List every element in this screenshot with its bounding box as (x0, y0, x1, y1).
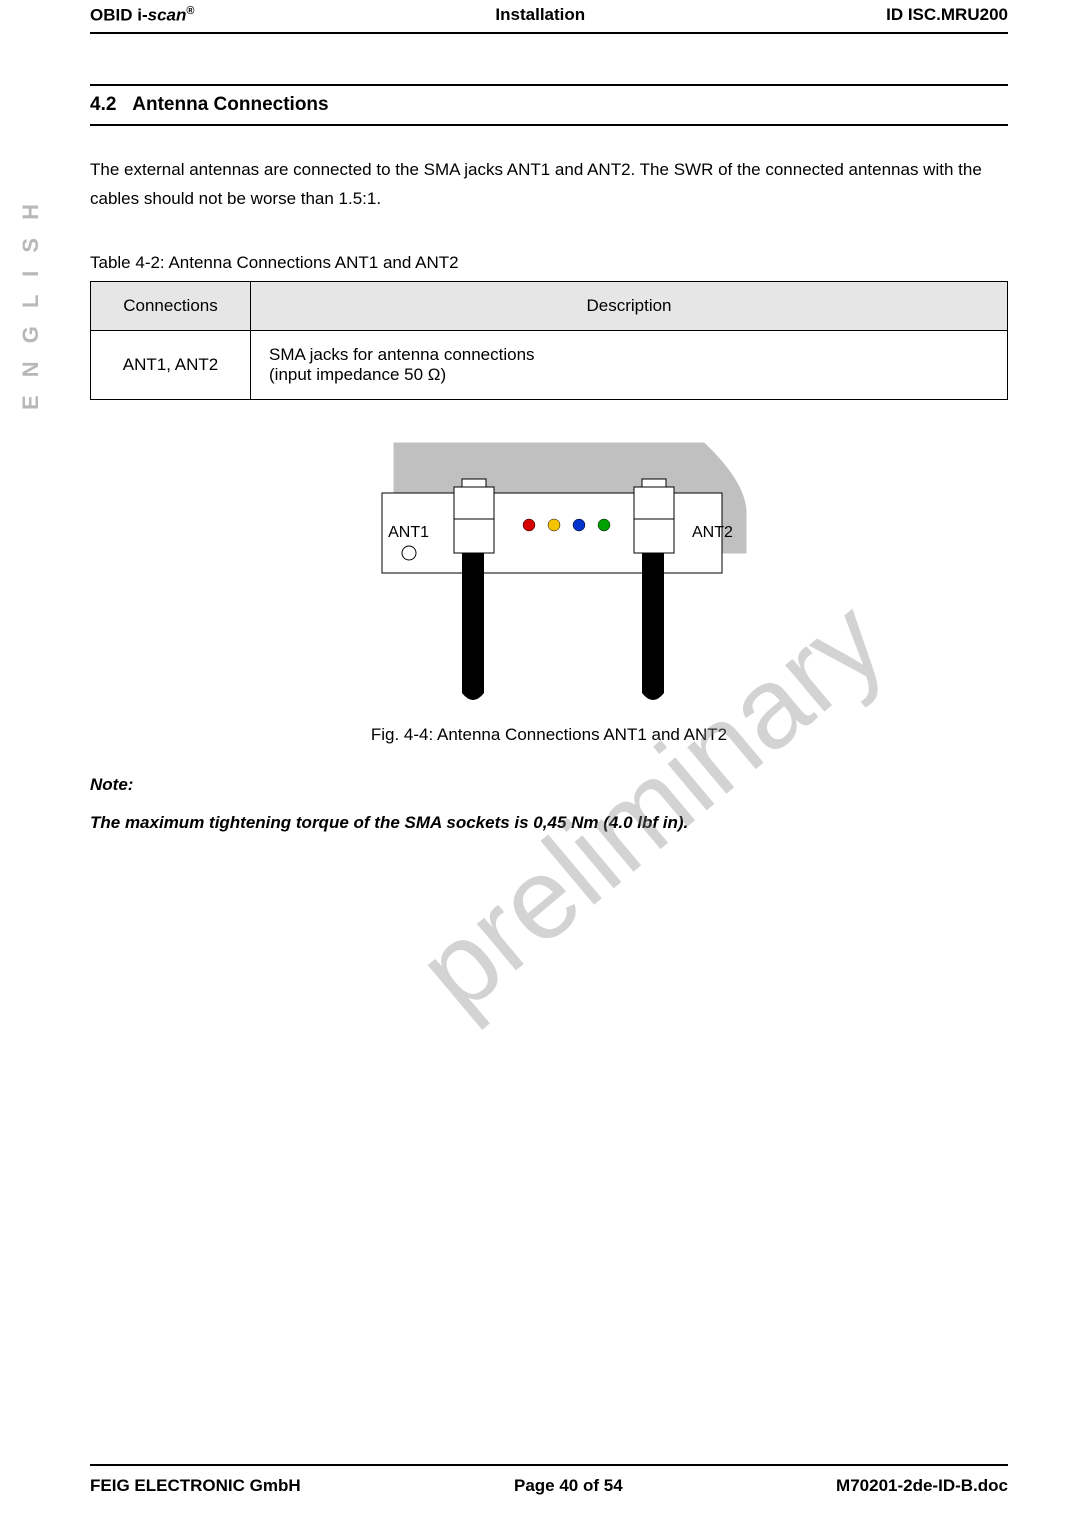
footer-left: FEIG ELECTRONIC GmbH (90, 1476, 301, 1496)
label-ant1: ANT1 (388, 524, 429, 541)
connector-ant1 (454, 479, 494, 700)
figure-caption: Fig. 4-4: Antenna Connections ANT1 and A… (90, 725, 1008, 745)
language-side-label: E N G L I S H (18, 198, 44, 410)
led-2 (548, 519, 560, 531)
header-center: Installation (495, 5, 585, 26)
desc-line2: (input impedance 50 Ω) (269, 365, 989, 385)
page-header: OBID i-scan® Installation ID ISC.MRU200 (90, 0, 1008, 34)
label-ant2: ANT2 (692, 524, 733, 541)
connections-table: Connections Description ANT1, ANT2 SMA j… (90, 281, 1008, 400)
led-3 (573, 519, 585, 531)
header-left: OBID i-scan® (90, 5, 194, 26)
footer-right: M70201-2de-ID-B.doc (836, 1476, 1008, 1496)
header-right: ID ISC.MRU200 (886, 5, 1008, 26)
connector-ant2 (634, 479, 674, 700)
table-header-description: Description (251, 282, 1008, 331)
page-footer: FEIG ELECTRONIC GmbH Page 40 of 54 M7020… (90, 1464, 1008, 1496)
section-heading: 4.2 Antenna Connections (90, 84, 1008, 126)
note-heading: Note: (90, 775, 1008, 795)
table-caption: Table 4-2: Antenna Connections ANT1 and … (90, 253, 1008, 273)
section-title: Antenna Connections (132, 94, 328, 115)
led-4 (598, 519, 610, 531)
header-left-prefix: OBID i- (90, 6, 148, 25)
body-paragraph: The external antennas are connected to t… (90, 156, 1008, 214)
table-header-connections: Connections (91, 282, 251, 331)
footer-center: Page 40 of 54 (514, 1476, 623, 1496)
table-cell-connections: ANT1, ANT2 (91, 331, 251, 400)
led-1 (523, 519, 535, 531)
section-number: 4.2 (90, 94, 116, 115)
header-left-sup: ® (186, 5, 194, 17)
desc-line1: SMA jacks for antenna connections (269, 345, 535, 364)
table-cell-description: SMA jacks for antenna connections (input… (251, 331, 1008, 400)
table-row: ANT1, ANT2 SMA jacks for antenna connect… (91, 331, 1008, 400)
antenna-diagram: ANT1 ANT2 (334, 435, 764, 715)
note-body: The maximum tightening torque of the SMA… (90, 813, 1008, 833)
figure: ANT1 ANT2 Fig. 4-4: Antenna Connections … (90, 435, 1008, 745)
header-left-scan: scan (148, 6, 187, 25)
